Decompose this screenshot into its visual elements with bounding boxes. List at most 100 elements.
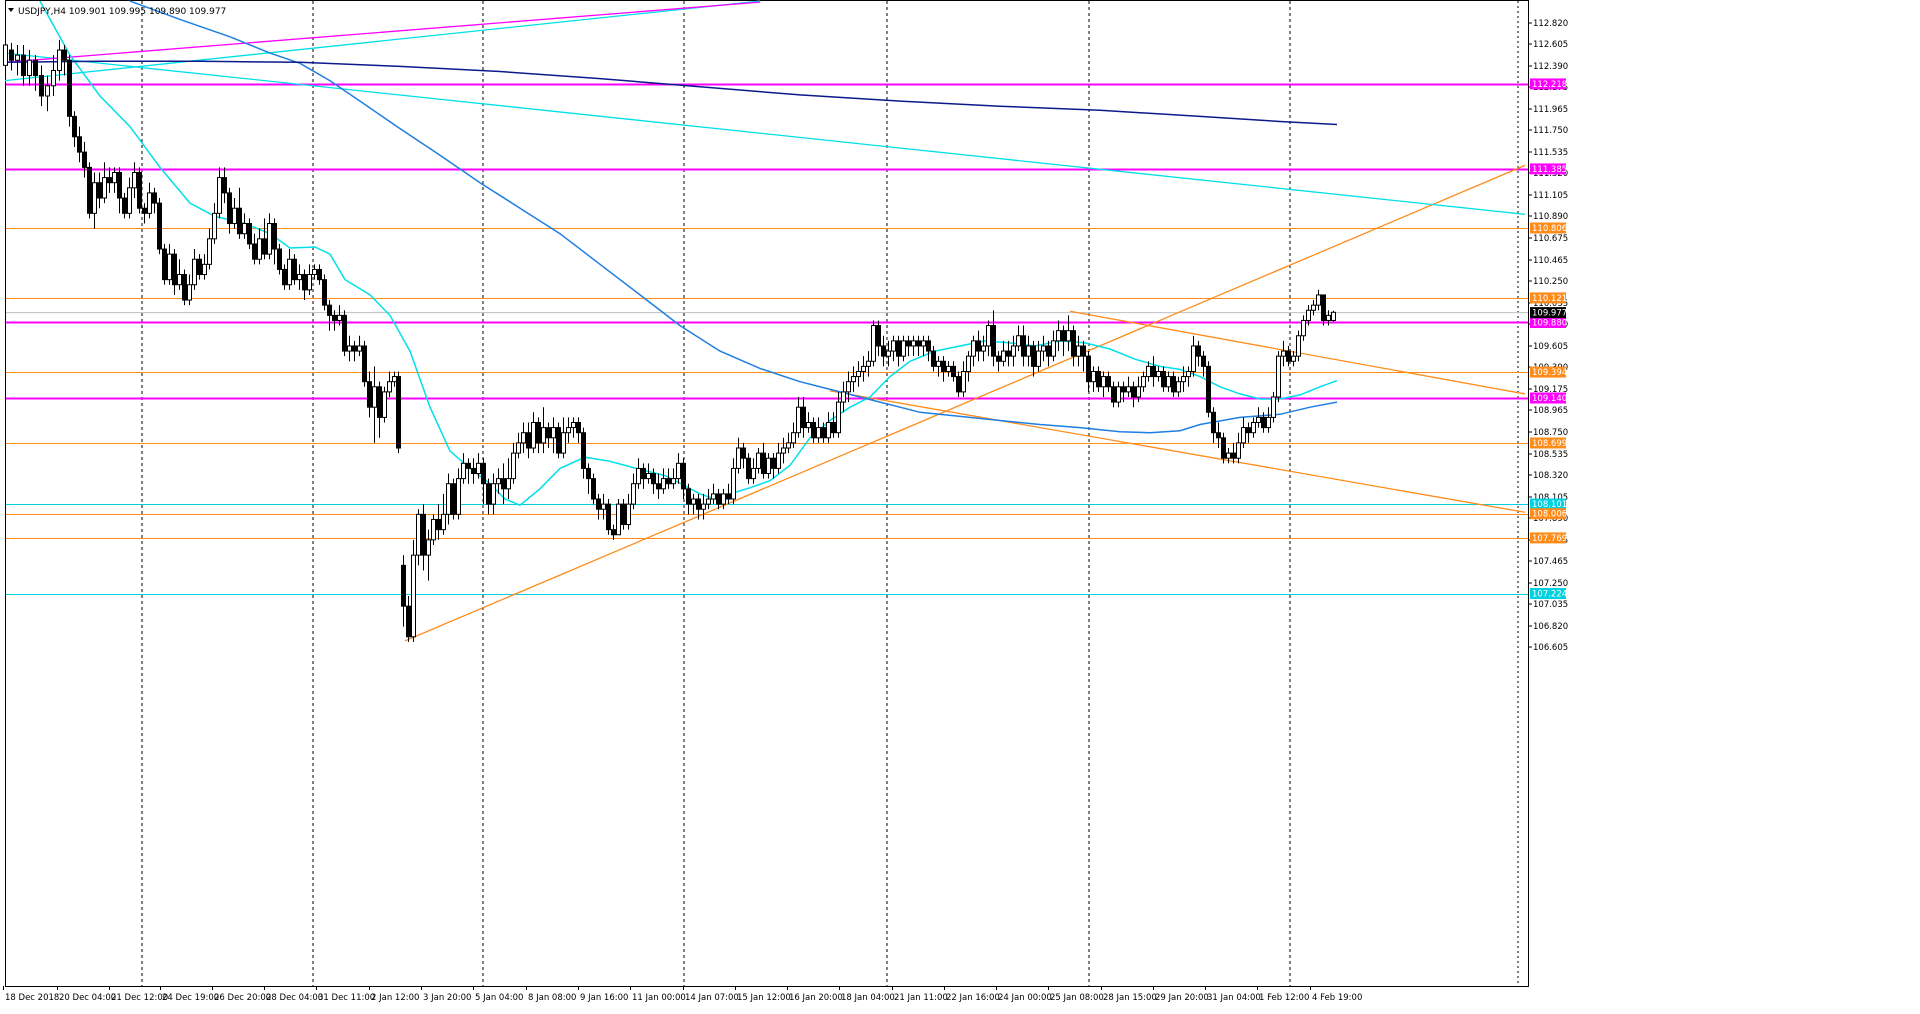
- candle: [796, 396, 801, 438]
- candle: [741, 442, 746, 469]
- candle: [726, 483, 731, 505]
- candle: [996, 351, 1001, 372]
- triangle-down-icon[interactable]: [8, 8, 14, 12]
- candle: [1176, 376, 1181, 397]
- candle: [1296, 330, 1301, 362]
- candle: [1026, 335, 1031, 367]
- level-price-label: 107.769: [1530, 532, 1567, 544]
- candle: [771, 453, 776, 479]
- candle: [666, 468, 671, 489]
- candle: [576, 417, 581, 443]
- candle: [626, 493, 631, 530]
- x-tick-label: 26 Dec 20:00: [214, 993, 271, 1003]
- moving-average-line: [39, 0, 1338, 507]
- candle: [411, 539, 416, 642]
- candle: [67, 55, 72, 127]
- candle: [232, 198, 237, 229]
- trendline[interactable]: [4, 52, 1526, 215]
- candle: [367, 371, 372, 418]
- candle: [871, 320, 876, 367]
- candle: [801, 396, 806, 438]
- candle: [1036, 340, 1041, 372]
- y-tick-label: 107.035: [1533, 600, 1568, 610]
- y-tick-label: 111.105: [1533, 191, 1568, 201]
- trendline[interactable]: [829, 390, 1526, 513]
- candle: [1171, 371, 1176, 397]
- candle: [486, 478, 491, 515]
- level-price-label: 112.218: [1530, 78, 1567, 90]
- y-tick-label: 108.320: [1533, 471, 1568, 481]
- candle: [401, 555, 406, 627]
- candle: [616, 499, 621, 536]
- y-tick-label: 110.250: [1533, 277, 1568, 287]
- candle: [1256, 407, 1261, 428]
- candle: [856, 361, 861, 387]
- candle: [866, 351, 871, 377]
- candle: [1216, 422, 1221, 449]
- candle: [152, 187, 157, 214]
- x-tick-label: 18 Dec 2018: [5, 993, 59, 1003]
- candle: [312, 264, 317, 280]
- level-price-label: 108.699: [1530, 437, 1567, 449]
- x-tick-label: 24 Jan 00:00: [998, 993, 1052, 1003]
- candle: [382, 386, 387, 423]
- candle: [1321, 294, 1326, 326]
- trendline[interactable]: [4, 0, 761, 82]
- candle: [791, 422, 796, 449]
- candle: [751, 458, 756, 484]
- candle: [896, 335, 901, 367]
- svg-text:109.140: 109.140: [1532, 394, 1567, 404]
- candle: [681, 458, 686, 500]
- x-tick-label: 11 Jan 00:00: [632, 993, 686, 1003]
- svg-text:108.699: 108.699: [1532, 439, 1567, 449]
- candle: [1286, 345, 1291, 367]
- candle: [756, 448, 761, 474]
- symbol-header: USDJPY,H4 109.901 109.995 109.890 109.97…: [18, 7, 226, 17]
- candle: [302, 269, 307, 301]
- candle: [1091, 366, 1096, 392]
- candle: [1101, 371, 1106, 397]
- candle: [1151, 356, 1156, 387]
- candle: [82, 141, 87, 178]
- candle: [1121, 381, 1126, 403]
- trendline[interactable]: [404, 164, 1526, 642]
- y-tick-label: 112.820: [1533, 19, 1568, 29]
- candle: [297, 264, 302, 290]
- y-tick-label: 110.465: [1533, 256, 1568, 266]
- candle: [946, 361, 951, 377]
- y-tick-label: 112.605: [1533, 40, 1568, 50]
- candle: [1331, 310, 1336, 322]
- y-tick-label: 106.605: [1533, 643, 1568, 653]
- candle: [267, 213, 272, 260]
- candle: [821, 422, 826, 443]
- x-tick-label: 1 Feb 12:00: [1259, 993, 1309, 1003]
- candle: [1081, 340, 1086, 372]
- candle: [1251, 417, 1256, 438]
- candle: [931, 345, 936, 372]
- x-tick-label: 18 Jan 04:00: [841, 993, 895, 1003]
- moving-average-line: [129, 0, 1338, 434]
- svg-text:110.806: 110.806: [1532, 224, 1567, 234]
- candle: [926, 335, 931, 362]
- candle: [1071, 325, 1076, 367]
- svg-text:108.101: 108.101: [1532, 500, 1567, 510]
- trendline[interactable]: [4, 1, 761, 63]
- candle: [51, 55, 56, 96]
- candle: [21, 44, 26, 86]
- candle: [826, 412, 831, 443]
- candle: [691, 493, 696, 515]
- candle: [307, 264, 312, 295]
- candle: [227, 187, 232, 234]
- candle: [117, 167, 122, 214]
- level-price-label: 109.140: [1530, 392, 1567, 404]
- candle: [97, 172, 102, 209]
- candle: [671, 468, 676, 489]
- candle: [332, 310, 337, 331]
- candle: [1106, 371, 1111, 392]
- candle: [851, 366, 856, 392]
- candle: [716, 488, 721, 510]
- candle: [282, 264, 287, 290]
- candle: [1326, 310, 1331, 326]
- candle: [1076, 335, 1081, 367]
